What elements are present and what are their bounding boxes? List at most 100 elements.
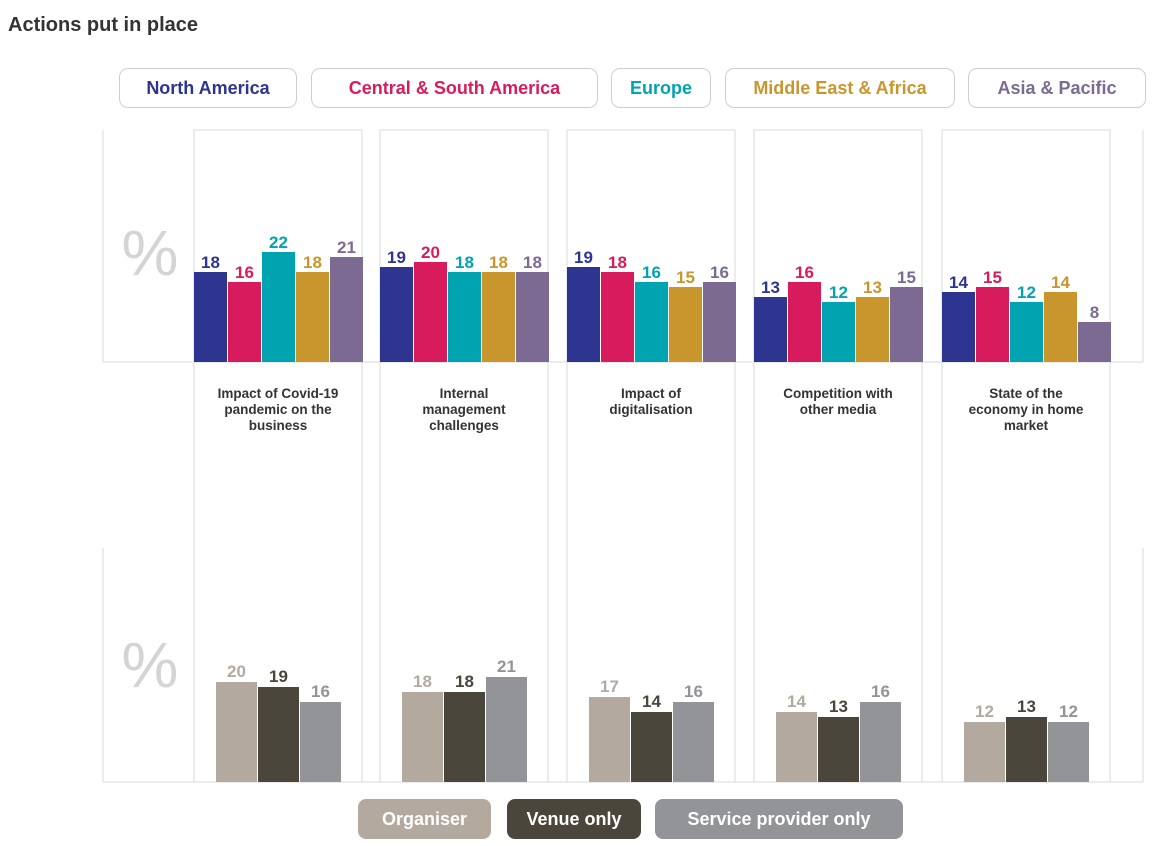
label-service-provider-only-5: 12 xyxy=(1059,702,1078,721)
bar-north-america-1 xyxy=(194,272,227,362)
bar-europe-4 xyxy=(822,302,855,362)
bar-asia-pacific-4 xyxy=(890,287,923,362)
label-organiser-4: 14 xyxy=(787,692,806,711)
bar-service-provider-only-2 xyxy=(486,677,527,782)
bar-north-america-4 xyxy=(754,297,787,362)
label-central-south-america-3: 18 xyxy=(608,253,627,272)
bar-europe-3 xyxy=(635,282,668,362)
bar-service-provider-only-3 xyxy=(673,702,714,782)
bar-asia-pacific-3 xyxy=(703,282,736,362)
label-north-america-5: 14 xyxy=(949,273,968,292)
label-asia-pacific-1: 21 xyxy=(337,238,356,257)
label-organiser-1: 20 xyxy=(227,662,246,681)
bar-venue-only-3 xyxy=(631,712,672,782)
category-column-5 xyxy=(941,129,1111,783)
bar-central-south-america-4 xyxy=(788,282,821,362)
label-europe-4: 12 xyxy=(829,283,848,302)
bar-central-south-america-2 xyxy=(414,262,447,362)
label-middle-east-africa-5: 14 xyxy=(1051,273,1070,292)
label-service-provider-only-2: 21 xyxy=(497,657,516,676)
label-organiser-2: 18 xyxy=(413,672,432,691)
label-central-south-america-2: 20 xyxy=(421,243,440,262)
label-middle-east-africa-2: 18 xyxy=(489,253,508,272)
bar-europe-5 xyxy=(1010,302,1043,362)
label-europe-3: 16 xyxy=(642,263,661,282)
bar-organiser-3 xyxy=(589,697,630,782)
label-north-america-1: 18 xyxy=(201,253,220,272)
top-percent-label: % xyxy=(122,217,179,289)
category-label-1: Impact of Covid-19 pandemic on the busin… xyxy=(217,386,339,433)
label-central-south-america-1: 16 xyxy=(235,263,254,282)
bar-organiser-2 xyxy=(402,692,443,782)
label-middle-east-africa-4: 13 xyxy=(863,278,882,297)
legend-central-south-america[interactable]: Central & South America xyxy=(311,68,598,108)
label-europe-5: 12 xyxy=(1017,283,1036,302)
bar-central-south-america-1 xyxy=(228,282,261,362)
label-north-america-3: 19 xyxy=(574,248,593,267)
bar-europe-2 xyxy=(448,272,481,362)
bar-organiser-4 xyxy=(776,712,817,782)
bar-middle-east-africa-1 xyxy=(296,272,329,362)
bar-organiser-1 xyxy=(216,682,257,782)
legend-organiser[interactable]: Organiser xyxy=(358,799,491,839)
bar-middle-east-africa-4 xyxy=(856,297,889,362)
label-asia-pacific-3: 16 xyxy=(710,263,729,282)
region-bars: 18 19 19 13 14 16 20 18 16 15 22 18 16 12 12 18 18 15 13 14… xyxy=(194,233,1111,362)
bar-north-america-3 xyxy=(567,267,600,362)
bar-central-south-america-5 xyxy=(976,287,1009,362)
legend-north-america[interactable]: North America xyxy=(119,68,297,108)
bar-north-america-2 xyxy=(380,267,413,362)
label-venue-only-3: 14 xyxy=(642,692,661,711)
category-label-4: Competition with other media xyxy=(783,386,893,417)
bar-venue-only-5 xyxy=(1006,717,1047,782)
label-asia-pacific-2: 18 xyxy=(523,253,542,272)
legend-service-provider-only[interactable]: Service provider only xyxy=(655,799,903,839)
chart-frames xyxy=(102,129,1144,783)
bar-venue-only-4 xyxy=(818,717,859,782)
bar-asia-pacific-2 xyxy=(516,272,549,362)
legend-venue-only[interactable]: Venue only xyxy=(507,799,641,839)
bar-europe-1 xyxy=(262,252,295,362)
label-central-south-america-4: 16 xyxy=(795,263,814,282)
category-column-3 xyxy=(566,129,736,783)
bar-service-provider-only-5 xyxy=(1048,722,1089,782)
label-organiser-3: 17 xyxy=(600,677,619,696)
label-service-provider-only-4: 16 xyxy=(871,682,890,701)
label-north-america-2: 19 xyxy=(387,248,406,267)
bar-central-south-america-3 xyxy=(601,272,634,362)
bar-service-provider-only-4 xyxy=(860,702,901,782)
legend-europe[interactable]: Europe xyxy=(611,68,711,108)
bottom-percent-label: % xyxy=(122,629,179,701)
legend-middle-east-africa[interactable]: Middle East & Africa xyxy=(725,68,955,108)
label-middle-east-africa-3: 15 xyxy=(676,268,695,287)
label-service-provider-only-1: 16 xyxy=(311,682,330,701)
page-title: Actions put in place xyxy=(8,14,199,36)
label-middle-east-africa-1: 18 xyxy=(303,253,322,272)
legend-asia-pacific[interactable]: Asia & Pacific xyxy=(968,68,1146,108)
label-asia-pacific-4: 15 xyxy=(897,268,916,287)
bar-middle-east-africa-3 xyxy=(669,287,702,362)
label-europe-2: 18 xyxy=(455,253,474,272)
category-label-5: State of the economy in home market xyxy=(968,386,1084,433)
label-asia-pacific-5: 8 xyxy=(1090,303,1099,322)
bar-service-provider-only-1 xyxy=(300,702,341,782)
bar-venue-only-2 xyxy=(444,692,485,782)
label-venue-only-4: 13 xyxy=(829,697,848,716)
category-label-3: Impact of digitalisation xyxy=(609,386,693,417)
label-north-america-4: 13 xyxy=(761,278,780,297)
label-europe-1: 22 xyxy=(269,233,288,252)
label-service-provider-only-3: 16 xyxy=(684,682,703,701)
category-column-4 xyxy=(753,129,923,783)
bar-middle-east-africa-2 xyxy=(482,272,515,362)
bar-organiser-5 xyxy=(964,722,1005,782)
bar-middle-east-africa-5 xyxy=(1044,292,1077,362)
label-venue-only-1: 19 xyxy=(269,667,288,686)
category-label-2: Internal management challenges xyxy=(422,386,506,433)
bar-asia-pacific-1 xyxy=(330,257,363,362)
bar-north-america-5 xyxy=(942,292,975,362)
label-venue-only-2: 18 xyxy=(455,672,474,691)
bar-asia-pacific-5 xyxy=(1078,322,1111,362)
label-central-south-america-5: 15 xyxy=(983,268,1002,287)
label-organiser-5: 12 xyxy=(975,702,994,721)
